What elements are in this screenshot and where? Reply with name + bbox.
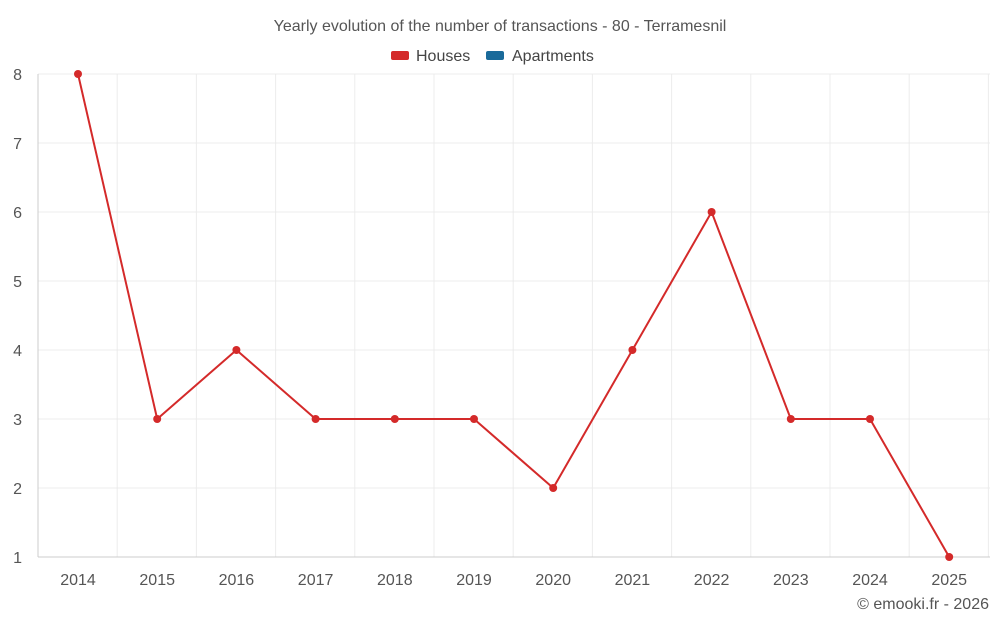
grid-vertical xyxy=(37,74,989,557)
series-line-houses xyxy=(77,73,951,558)
x-tick-label-2021: 2021 xyxy=(615,572,651,589)
data-point-houses-2015[interactable] xyxy=(153,415,162,423)
credit-text: © emooki.fr - 2026 xyxy=(857,596,989,613)
data-point-houses-2014[interactable] xyxy=(74,70,82,78)
y-tick-label-7: 7 xyxy=(13,136,22,153)
legend-label-apartments: Apartments xyxy=(512,48,594,65)
x-tick-label-2025: 2025 xyxy=(931,572,967,589)
data-point-houses-2017[interactable] xyxy=(311,415,320,423)
x-tick-label-2020: 2020 xyxy=(535,572,571,589)
data-point-houses-2016[interactable] xyxy=(232,346,241,354)
x-tick-label-2014: 2014 xyxy=(60,572,96,589)
y-tick-label-5: 5 xyxy=(13,274,22,291)
legend-item-apartments[interactable]: Apartments xyxy=(486,48,594,65)
chart-title: Yearly evolution of the number of transa… xyxy=(274,18,727,35)
data-point-houses-2022[interactable] xyxy=(707,208,716,216)
legend-item-houses[interactable]: Houses xyxy=(391,48,470,65)
x-tick-label-2023: 2023 xyxy=(773,572,809,589)
legend-label-houses: Houses xyxy=(416,48,470,65)
data-point-houses-2023[interactable] xyxy=(786,415,795,423)
y-tick-label-6: 6 xyxy=(13,205,22,222)
y-tick-label-1: 1 xyxy=(13,550,22,567)
data-point-houses-2025[interactable] xyxy=(945,553,954,561)
legend-swatch-houses xyxy=(391,51,409,60)
x-tick-label-2017: 2017 xyxy=(298,572,334,589)
data-point-houses-2021[interactable] xyxy=(628,346,637,354)
plot-area xyxy=(74,70,954,561)
x-axis-ticks: 2014 2015 2016 2017 2018 2019 2020 2021 2022 2023… xyxy=(60,572,967,589)
data-point-houses-2018[interactable] xyxy=(390,415,399,423)
y-tick-label-8: 8 xyxy=(13,67,22,84)
x-tick-label-2015: 2015 xyxy=(139,572,175,589)
grid-horizontal xyxy=(38,73,990,489)
legend-swatch-apartments xyxy=(486,51,504,60)
data-point-houses-2024[interactable] xyxy=(866,415,874,423)
data-point-houses-2019[interactable] xyxy=(470,415,478,423)
x-tick-label-2022: 2022 xyxy=(694,572,730,589)
y-tick-label-2: 2 xyxy=(13,481,22,498)
y-tick-label-3: 3 xyxy=(13,412,22,429)
y-tick-label-4: 4 xyxy=(13,343,22,360)
legend: Houses Apartments xyxy=(391,48,594,65)
x-tick-label-2018: 2018 xyxy=(377,572,413,589)
x-tick-label-2016: 2016 xyxy=(219,572,255,589)
x-tick-label-2019: 2019 xyxy=(456,572,492,589)
data-point-houses-2020[interactable] xyxy=(549,484,558,492)
y-axis-ticks: 1 2 3 4 5 6 7 8 xyxy=(13,67,22,567)
x-tick-label-2024: 2024 xyxy=(852,572,888,589)
